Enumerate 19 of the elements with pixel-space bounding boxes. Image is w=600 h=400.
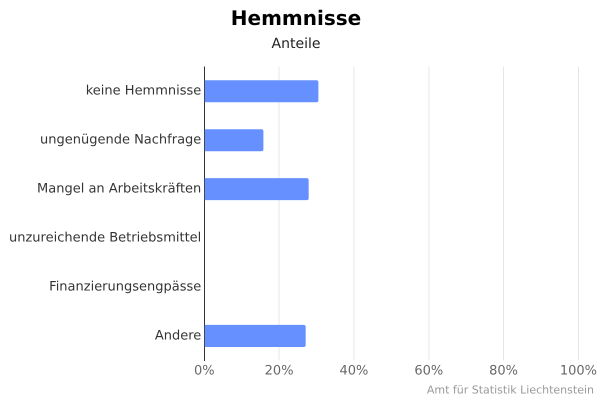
text: Amt für Statistik Liechtenstein (426, 383, 594, 396)
y-tick-label: ungenügende Nachfrage (40, 132, 202, 148)
chart-title: Hemmnisse (230, 6, 362, 30)
y-tick-label: keine Hemmnisse (86, 84, 202, 99)
bar (204, 80, 318, 102)
x-tick-label: 100% (560, 364, 598, 379)
x-tick-label: 20% (264, 364, 294, 379)
bar (204, 324, 306, 347)
y-tick-label: unzureichende Betriebsmittel (8, 230, 202, 246)
x-tick-label: 0% (194, 364, 215, 379)
bar (204, 129, 264, 152)
chart-subtitle: Anteile (272, 36, 320, 52)
x-tick-label: 60% (414, 364, 444, 379)
y-tick-label: Mangel an Arbeitskräften (37, 182, 202, 197)
y-tick-label: Andere (154, 328, 202, 344)
x-tick-label: 80% (489, 364, 518, 379)
bar (204, 178, 309, 200)
x-tick-label: 40% (339, 364, 368, 379)
y-tick-label: Finanzierungsengpässe (49, 279, 202, 294)
